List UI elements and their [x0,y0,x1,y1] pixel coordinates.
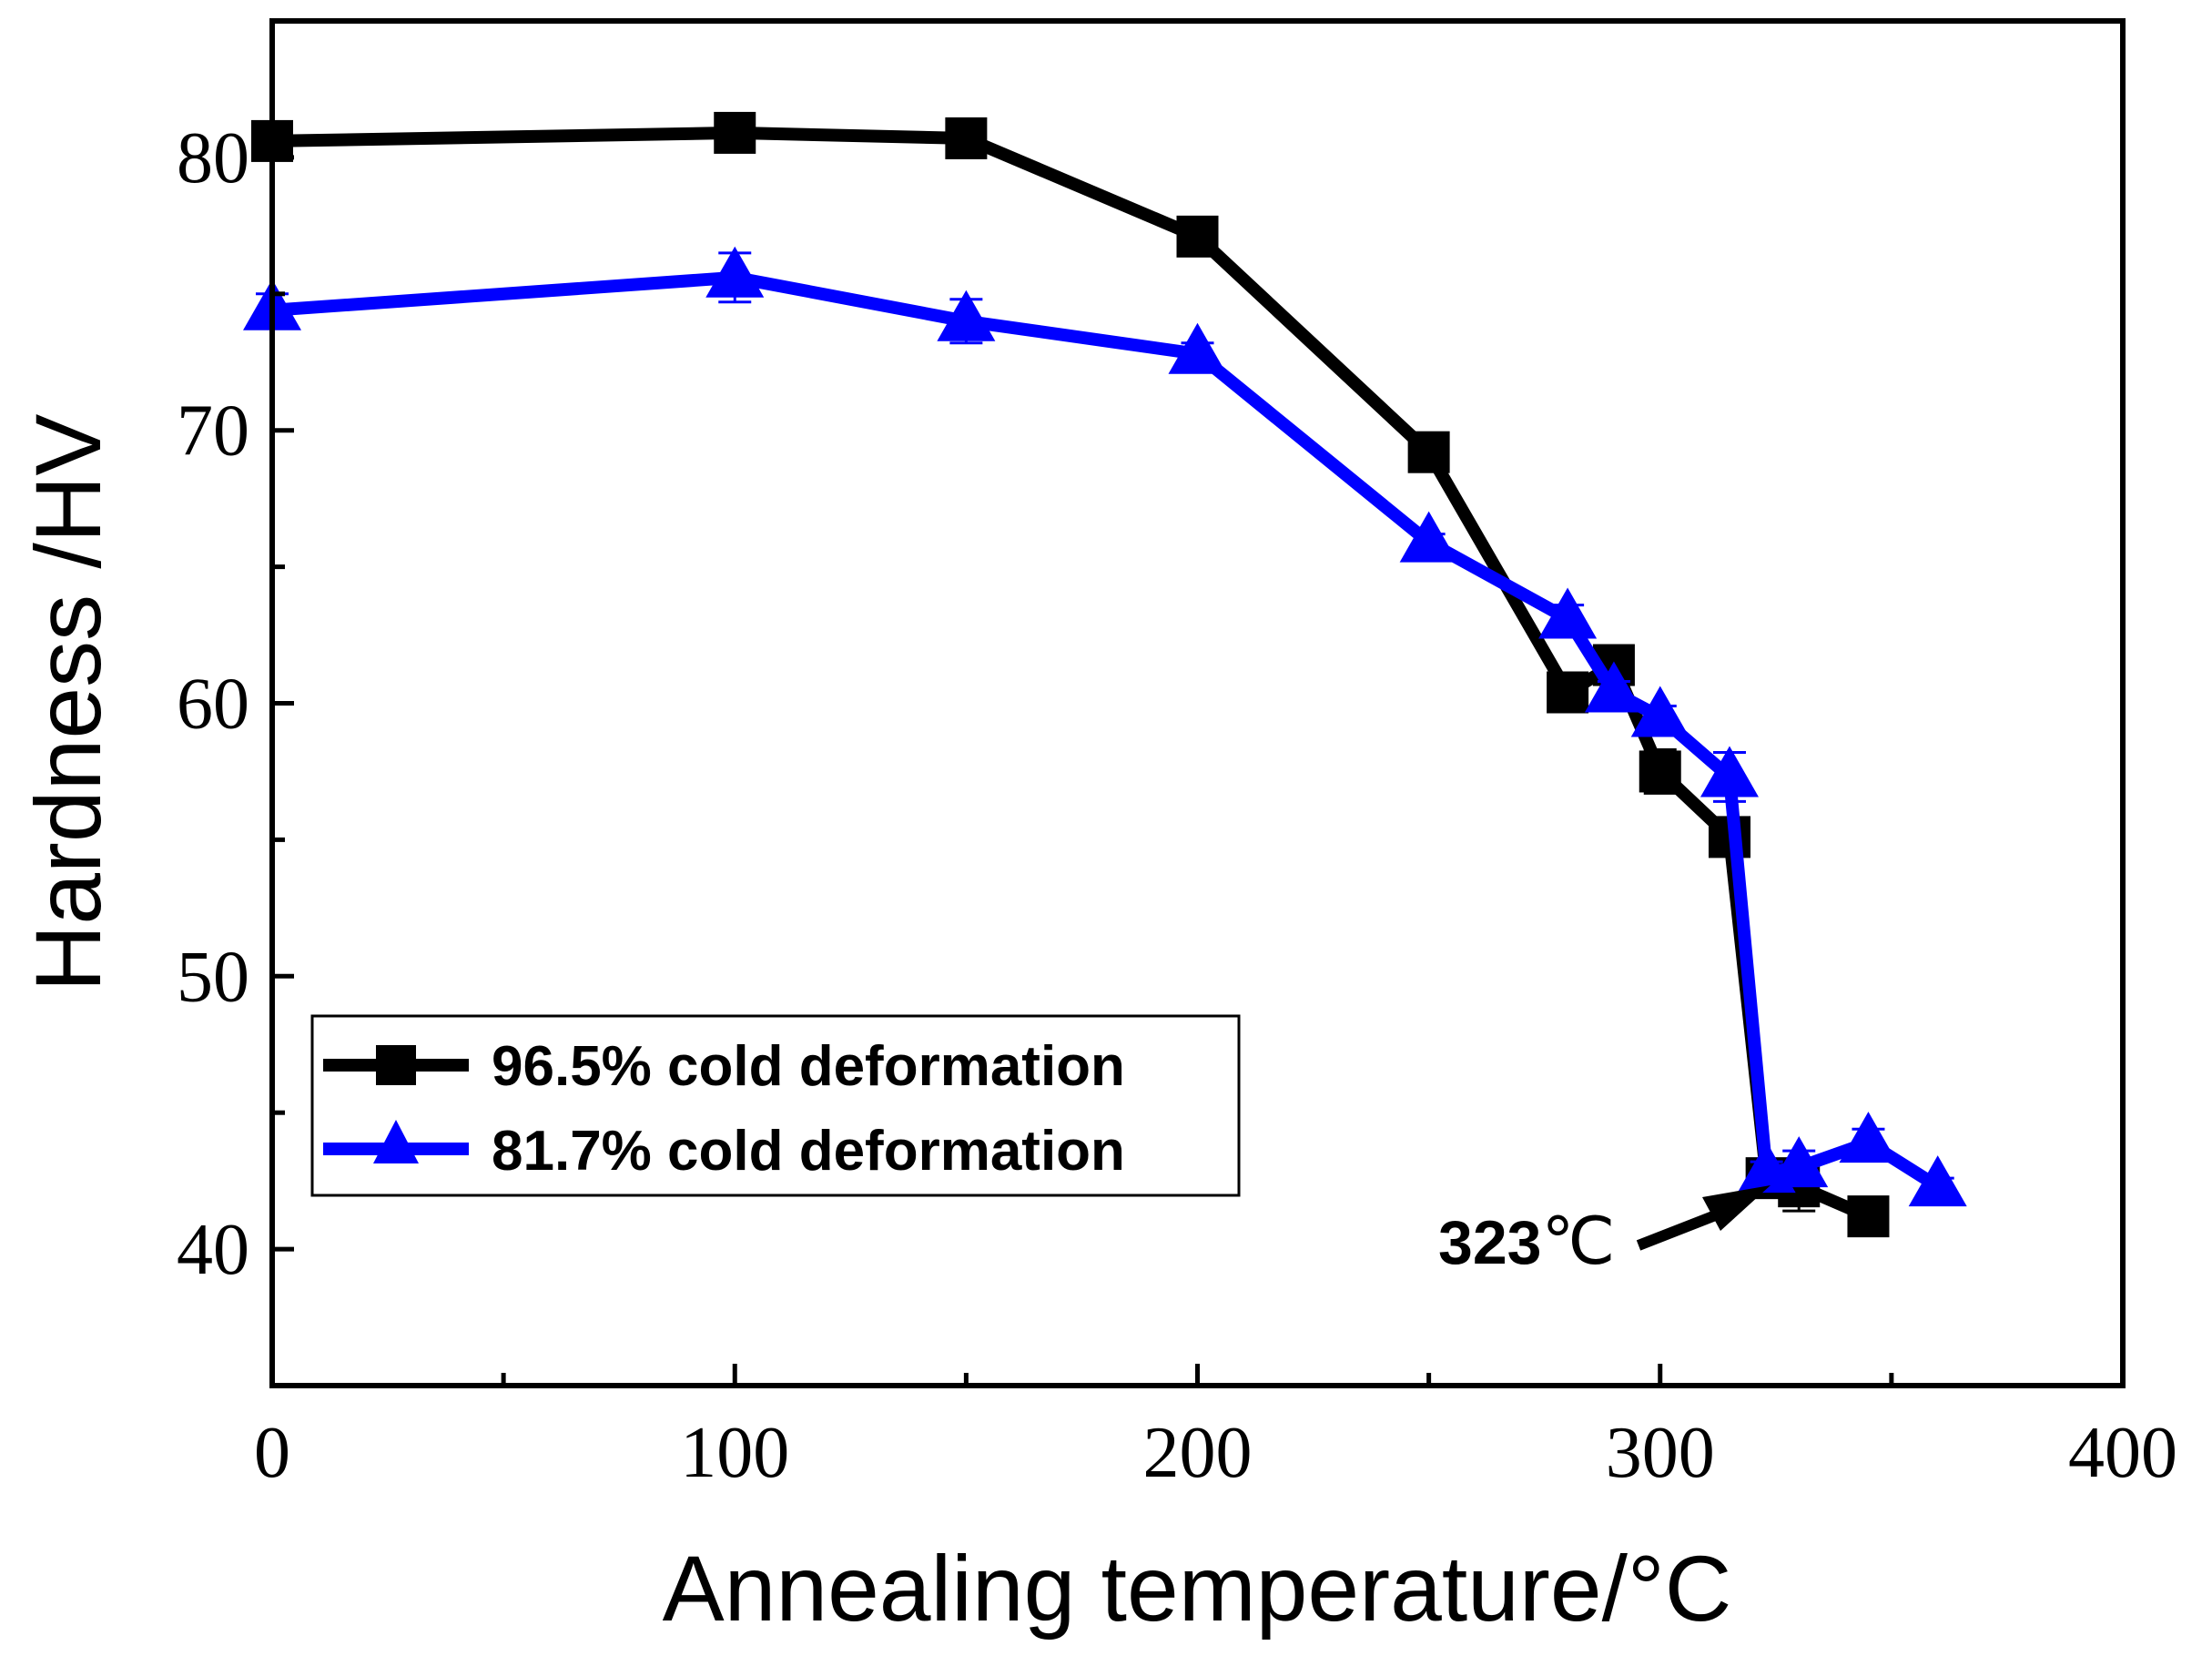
data-point-triangle [1399,511,1458,563]
legend-box [310,1014,1241,1197]
data-point-triangle [1770,1136,1829,1188]
data-point-square [1547,671,1589,714]
x-tick-label: 100 [680,1413,789,1493]
legend: 96.5% cold deformation 81.7% cold deform… [310,1014,1241,1197]
x-tick-label: 0 [254,1413,290,1493]
legend-label-1: 81.7% cold deformation [492,1120,1125,1183]
data-point-square [945,117,988,159]
annotation-text: 323℃ [1438,1205,1615,1278]
data-point-square [1176,215,1219,258]
annotation-arrowhead [1702,1185,1771,1231]
data-point-triangle [1584,661,1643,713]
data-point-triangle [1839,1112,1898,1163]
y-tick-label: 60 [177,665,249,745]
data-point-triangle [937,290,996,341]
data-point-triangle [1168,322,1227,374]
legend-label-0: 96.5% cold deformation [492,1035,1125,1098]
annotation-323: 323℃ [1438,1185,1771,1278]
data-point-triangle [1538,587,1598,639]
data-point-triangle [1630,686,1689,737]
y-tick-label: 50 [177,937,249,1017]
x-tick-label: 300 [1606,1413,1715,1493]
x-tick-label: 400 [2068,1413,2177,1493]
data-point-triangle [1700,746,1759,797]
data-point-square [1847,1195,1890,1238]
legend-marker-triangle [373,1120,419,1163]
x-axis-label: Annealing temperature/°C [663,1537,1732,1641]
data-point-triangle [705,246,765,298]
y-tick-label: 80 [177,118,249,198]
legend-marker-square [376,1045,416,1085]
data-point-triangle [1908,1155,1967,1207]
data-point-square [1407,431,1450,473]
x-tick-label: 200 [1143,1413,1253,1493]
y-tick-label: 40 [177,1210,249,1290]
data-point-square [1639,750,1681,793]
y-tick-label: 70 [177,391,249,472]
y-axis-label: Hardness /HV [16,414,120,992]
data-point-square [714,111,756,154]
